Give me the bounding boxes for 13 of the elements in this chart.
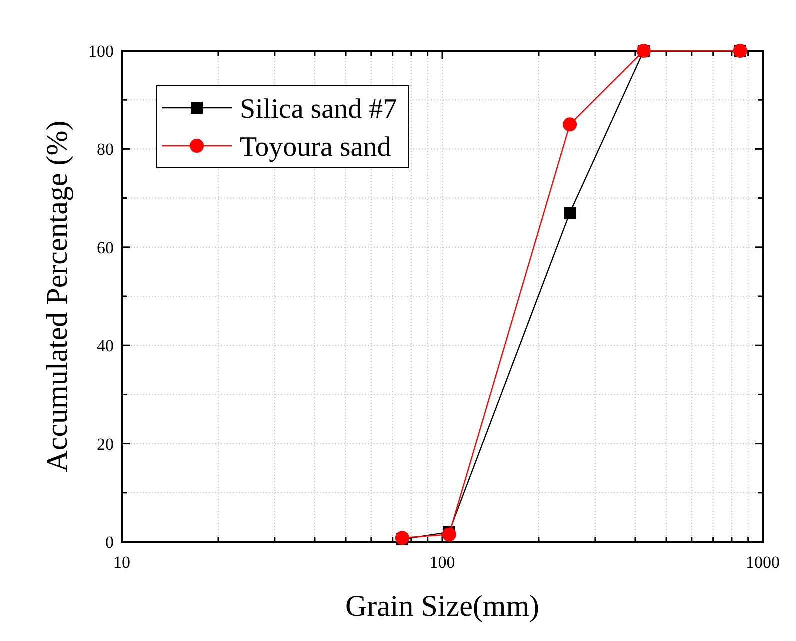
legend-label: Silica sand #7 (240, 94, 398, 125)
y-tick-label: 40 (97, 336, 114, 356)
x-tick-label: 1000 (746, 553, 780, 572)
legend-label: Toyoura sand (240, 132, 392, 163)
x-tick-label: 100 (430, 553, 456, 572)
y-tick-label: 80 (97, 140, 114, 160)
y-axis-title: Accumulated Percentage (%) (41, 120, 74, 472)
y-tick-label: 60 (97, 238, 114, 258)
y-tick-label: 100 (88, 42, 114, 61)
y-tick-label: 0 (106, 533, 114, 552)
y-tick-label: 20 (97, 434, 114, 454)
x-axis-title: Grain Size(mm) (345, 590, 540, 623)
x-tick-label: 10 (114, 553, 130, 572)
